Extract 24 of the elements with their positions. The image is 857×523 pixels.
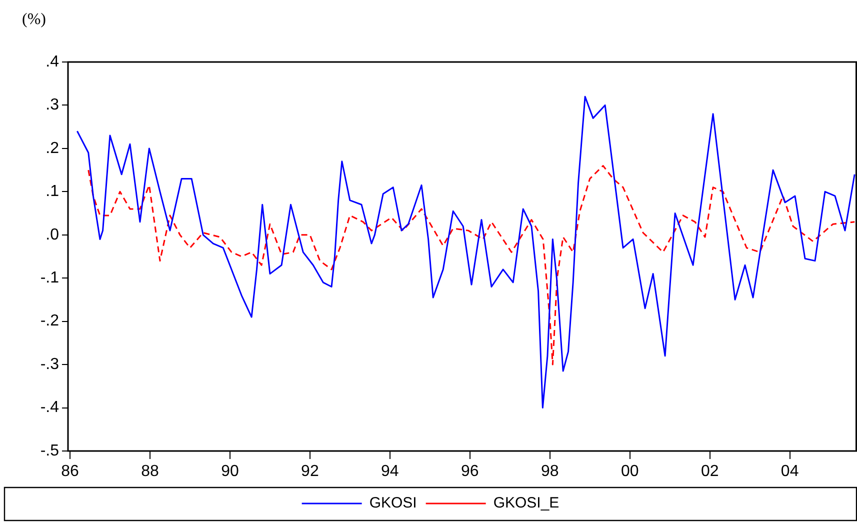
legend-label: GKOSI_E (493, 494, 560, 512)
y-tick-label: -.1 (40, 270, 60, 287)
x-tick-label: 96 (461, 463, 479, 480)
x-tick-label: 86 (61, 463, 79, 480)
y-tick-label: -.5 (40, 442, 60, 460)
y-tick-label: .3 (46, 96, 60, 114)
legend-label: GKOSI (369, 494, 417, 512)
x-tick-label: 98 (540, 463, 559, 480)
x-tick-label: 94 (381, 463, 399, 480)
x-tick-label: 00 (620, 463, 639, 480)
y-tick-label: -.2 (40, 312, 60, 330)
y-tick-label: -.3 (40, 356, 60, 373)
x-tick-label: 04 (780, 463, 799, 480)
y-axis-title: (%) (22, 11, 46, 28)
y-tick-label: .1 (46, 183, 60, 200)
y-tick-label: .4 (46, 53, 60, 70)
x-tick-label: 92 (301, 463, 319, 480)
y-tick-label: .2 (46, 140, 60, 157)
y-tick-label: .0 (46, 226, 60, 244)
x-tick-label: 88 (141, 463, 159, 480)
x-tick-label: 02 (700, 463, 719, 480)
y-tick-label: -.4 (40, 399, 60, 416)
line-series (88, 164, 856, 366)
x-tick-label: 90 (221, 463, 239, 480)
